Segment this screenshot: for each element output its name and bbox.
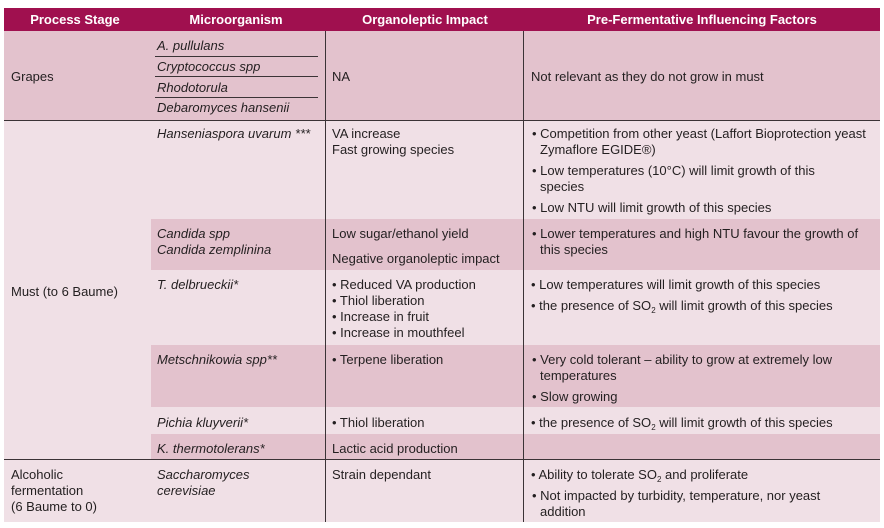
organism: Cryptococcus spp — [157, 59, 261, 74]
factor: • Low NTU will limit growth of this spec… — [532, 200, 772, 215]
impact: • Increase in mouthfeel — [332, 325, 465, 340]
factor: • Slow growing — [532, 389, 618, 404]
divider — [4, 459, 880, 460]
impact: • Thiol liberation — [332, 293, 425, 308]
organism: T. delbrueckii* — [157, 277, 239, 292]
grapes-row — [4, 31, 880, 120]
impact: • Reduced VA production — [332, 277, 476, 292]
organism: A. pullulans — [157, 38, 225, 53]
factor: • the presence of SO2 will limit growth … — [531, 415, 833, 432]
column-divider — [523, 31, 524, 522]
factor: Not relevant as they do not grow in must — [531, 69, 764, 84]
factor: • Competition from other yeast (Laffort … — [532, 126, 866, 157]
organism: cerevisiae — [157, 483, 216, 498]
organism-divider — [155, 56, 318, 57]
factor: • Very cold tolerant – ability to grow a… — [532, 352, 833, 383]
impact: Negative organoleptic impact — [332, 251, 500, 266]
factor: • Lower temperatures and high NTU favour… — [532, 226, 859, 257]
organism: Debaromyces hansenii — [157, 100, 290, 115]
organism-divider — [155, 76, 318, 77]
column-divider — [325, 31, 326, 522]
stage-grapes: Grapes — [11, 69, 54, 84]
stage-alcoholic: Alcoholic — [11, 467, 64, 482]
organism: Candida spp — [157, 226, 230, 241]
factor: • Low temperatures (10°C) will limit gro… — [532, 163, 815, 194]
kthermo-row-bg — [151, 434, 880, 460]
organism: Metschnikowia spp** — [157, 352, 277, 367]
header-influencing-factors: Pre-Fermentative Influencing Factors — [524, 8, 880, 31]
organism: Saccharomyces — [157, 467, 250, 482]
stage-must: Must (to 6 Baume) — [11, 284, 118, 299]
organism-divider — [155, 97, 318, 98]
impact: • Thiol liberation — [332, 415, 425, 430]
organism: Pichia kluyverii* — [157, 415, 249, 430]
factor: • Low temperatures will limit growth of … — [531, 277, 821, 292]
header-process-stage: Process Stage — [4, 8, 146, 31]
factor: • the presence of SO2 will limit growth … — [531, 298, 833, 315]
organism: Rhodotorula — [157, 80, 228, 95]
stage-alcoholic: fermentation — [11, 483, 84, 498]
organism: Candida zemplinina — [157, 242, 272, 257]
factor: • Ability to tolerate SO2 and proliferat… — [531, 467, 749, 484]
factor: • Not impacted by turbidity, temperature… — [532, 488, 821, 519]
organism: Hanseniaspora uvarum *** — [157, 126, 311, 141]
header-organoleptic-impact: Organoleptic Impact — [326, 8, 524, 31]
stage-alcoholic: (6 Baume to 0) — [11, 499, 97, 514]
organism: K. thermotolerans* — [157, 441, 265, 456]
header-microorganism: Microorganism — [146, 8, 326, 31]
impact: • Increase in fruit — [332, 309, 430, 324]
metschnikowia-row-bg — [151, 345, 880, 407]
impact: NA — [332, 69, 351, 84]
impact: • Terpene liberation — [332, 352, 444, 367]
impact: Lactic acid production — [332, 441, 458, 456]
candida-row-bg — [151, 219, 880, 270]
impact: VA increase — [332, 126, 401, 141]
impact: Low sugar/ethanol yield — [332, 226, 469, 241]
alcoholic-row — [4, 460, 880, 522]
impact: Strain dependant — [332, 467, 432, 482]
divider — [4, 120, 880, 121]
impact: Fast growing species — [332, 142, 455, 157]
